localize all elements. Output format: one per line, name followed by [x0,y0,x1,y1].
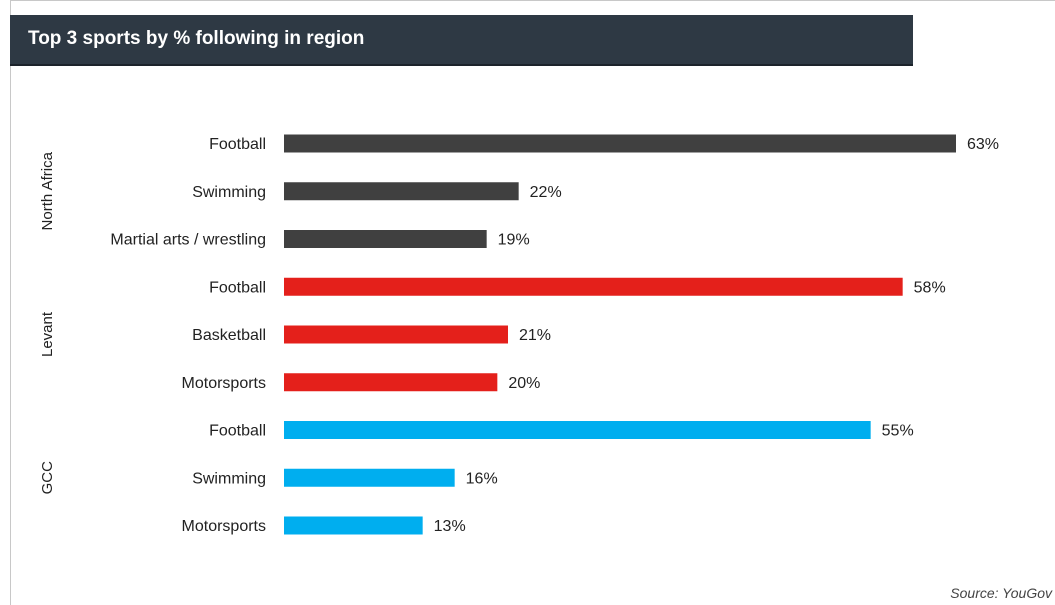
source-note: Source: YouGov [950,585,1052,601]
group-label: Levant [39,311,56,357]
bar [284,516,423,535]
bar [284,182,519,201]
data-label: 20% [508,375,540,392]
data-label: 19% [498,232,530,249]
bar [284,230,487,248]
category-label: Swimming [192,184,266,201]
bar [284,421,871,439]
chart-title: Top 3 sports by % following in region [28,28,365,49]
title-bar: Top 3 sports by % following in region [10,15,913,66]
category-label: Football [209,279,266,296]
category-label: Motorsports [182,375,266,392]
category-label: Basketball [192,327,266,344]
data-label: 58% [914,279,946,296]
chart-frame [10,0,1055,605]
data-label: 55% [882,423,914,440]
bar [284,468,455,487]
category-label: Motorsports [182,518,266,535]
bar [284,325,508,344]
category-label: Martial arts / wrestling [110,232,266,249]
group-label: GCC [39,461,56,495]
data-label: 63% [967,136,999,153]
data-label: 22% [530,184,562,201]
bar [284,134,956,153]
category-label: Football [209,423,266,440]
data-label: 16% [466,470,498,487]
group-label: North Africa [39,151,56,230]
data-label: 21% [519,327,551,344]
bar [284,277,903,296]
data-label: 13% [434,518,466,535]
bar [284,373,498,392]
category-label: Football [209,136,266,153]
category-label: Swimming [192,470,266,487]
